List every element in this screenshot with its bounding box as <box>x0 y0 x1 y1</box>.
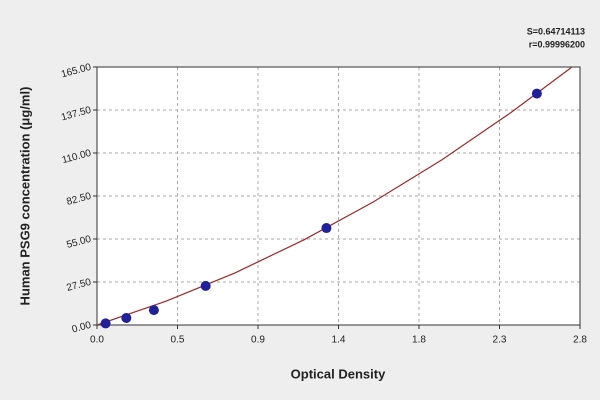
data-point <box>200 280 211 291</box>
x-axis-label: Optical Density <box>291 366 386 381</box>
x-tick-label: 0.9 <box>251 335 265 346</box>
y-tick-label: 110.00 <box>61 148 93 166</box>
x-tick-label: 1.4 <box>332 335 346 346</box>
y-tick-label: 55.00 <box>65 234 92 251</box>
annotation: S=0.64714113 <box>527 26 585 36</box>
annotation: r=0.99996200 <box>529 39 585 49</box>
data-point <box>321 223 332 234</box>
y-tick-label: 0.00 <box>71 320 93 336</box>
y-tick-label: 27.50 <box>65 277 92 294</box>
y-axis-label: Human PSG9 concentration (μg/ml) <box>17 87 32 306</box>
x-tick-label: 1.8 <box>412 335 426 346</box>
data-point <box>121 312 132 323</box>
x-tick-label: 0.5 <box>171 335 185 346</box>
fit-curve <box>97 67 572 325</box>
plot-border <box>96 66 581 326</box>
x-tick-label: 2.3 <box>493 335 507 346</box>
data-point <box>531 88 542 99</box>
x-tick-label: 2.8 <box>573 335 587 346</box>
data-point <box>100 318 111 329</box>
y-tick-label: 165.00 <box>60 62 93 81</box>
x-tick-label: 0.0 <box>90 335 104 346</box>
y-tick-label: 137.50 <box>60 105 93 124</box>
data-point <box>148 305 159 316</box>
y-tick-label: 82.50 <box>65 191 92 208</box>
